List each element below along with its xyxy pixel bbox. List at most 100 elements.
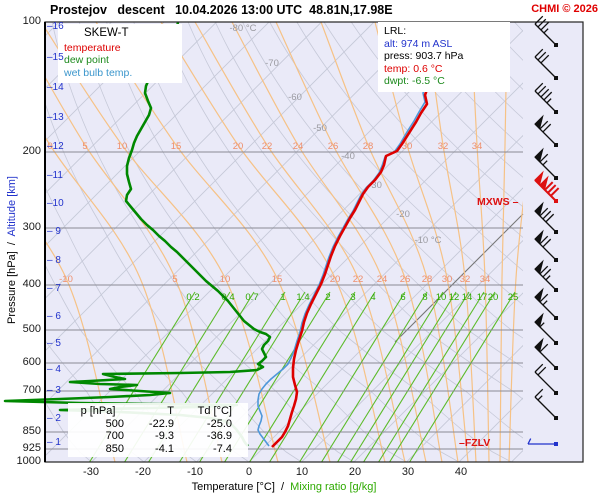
- svg-text:-60: -60: [288, 92, 302, 103]
- wind-barb: [534, 259, 558, 292]
- svg-text:4: 4: [370, 292, 375, 303]
- wetbulb-curve: [257, 21, 449, 447]
- table-cell: -4.1: [155, 442, 174, 455]
- pressure-tick-500: 500: [22, 323, 41, 335]
- pressure-tick-100: 100: [22, 15, 41, 27]
- altitude-tick-11: –11: [47, 170, 63, 181]
- lrl-box: LRL: alt: 974 m ASL press: 903.7 hPa tem…: [378, 22, 510, 92]
- wind-barb: [534, 82, 558, 114]
- wind-barb: [534, 15, 558, 47]
- svg-text:0.7: 0.7: [245, 292, 258, 303]
- wind-barb: [534, 312, 558, 345]
- title-bar: Prostejov descent 10.04.2026 13:00 UTC 4…: [0, 0, 600, 22]
- svg-text:-10: -10: [59, 274, 73, 285]
- pressure-tick-300: 300: [22, 221, 41, 233]
- temperature-tick-20: 20: [348, 466, 362, 478]
- legend-item-dewpoint: dew point: [64, 54, 109, 66]
- temperature-tick-40: 40: [454, 466, 468, 478]
- pressure-tick-850: 850: [22, 425, 41, 437]
- altitude-tick-15: –15: [47, 52, 64, 63]
- table-cell: -22.9: [148, 417, 174, 430]
- svg-text:-70: -70: [265, 58, 279, 69]
- wind-barb: [534, 201, 558, 234]
- pressure-tick-600: 600: [22, 356, 41, 368]
- altitude-tick-7: – 7: [47, 283, 61, 294]
- temperature-tick-30: 30: [401, 466, 415, 478]
- table-cell: 850: [105, 442, 124, 455]
- temperature-tick-0: 0: [245, 466, 253, 478]
- lrl-dewpoint: dwpt: -6.5 °C: [384, 75, 445, 87]
- svg-text:-50: -50: [313, 123, 327, 134]
- wind-barb: [527, 438, 558, 446]
- svg-text:8: 8: [422, 292, 427, 303]
- svg-text:10: 10: [436, 292, 447, 303]
- svg-text:22: 22: [262, 141, 273, 152]
- svg-text:22: 22: [353, 274, 364, 285]
- pressure-tick-925: 925: [22, 442, 41, 454]
- altitude-tick-3: – 3: [47, 385, 61, 396]
- table-cell: -7.4: [213, 442, 232, 455]
- table-header-temp: T: [167, 405, 174, 417]
- svg-text:25: 25: [508, 292, 519, 303]
- wind-barb: [534, 388, 558, 420]
- copyright-label: CHMI © 2026: [531, 3, 598, 15]
- svg-text:1.4: 1.4: [296, 292, 309, 303]
- svg-text:17: 17: [477, 292, 488, 303]
- wind-barb: [534, 147, 558, 180]
- svg-text:32: 32: [460, 274, 471, 285]
- lrl-heading: LRL:: [384, 25, 407, 37]
- wind-barbs: [527, 15, 560, 446]
- svg-text:34: 34: [472, 141, 483, 152]
- wind-barb: [534, 337, 558, 370]
- wind-barb: [534, 287, 558, 320]
- svg-text:0.4: 0.4: [221, 292, 234, 303]
- svg-text:15: 15: [272, 274, 283, 285]
- svg-text:15: 15: [171, 141, 182, 152]
- pressure-tick-400: 400: [22, 278, 41, 290]
- svg-text:10: 10: [220, 274, 231, 285]
- svg-text:20: 20: [488, 292, 499, 303]
- grid-labels: -80 °C-70-60-50-40-30-20-10 °C0 5 10 15 20 22…: [47, 23, 518, 303]
- lrl-temperature: temp: 0.6 °C: [384, 62, 443, 75]
- fzlv-label: –FZLV: [459, 437, 491, 449]
- legend-chart-type: SKEW-T: [84, 27, 129, 39]
- pressure-axis-title: Pressure [hPa] / Altitude [km]: [6, 176, 18, 324]
- svg-text:3: 3: [350, 292, 355, 303]
- pressure-tick-700: 700: [22, 384, 41, 396]
- fzlv-tick: –: [459, 437, 465, 449]
- svg-text:12: 12: [449, 292, 460, 303]
- table-cell: 700: [105, 430, 124, 442]
- svg-text:5: 5: [172, 274, 177, 285]
- table-cell: -9.3: [155, 430, 174, 442]
- legend-item-temperature: temperature: [64, 41, 121, 54]
- wind-barb: [534, 48, 558, 80]
- altitude-tick-4: – 4: [47, 364, 61, 375]
- altitude-tick-8: – 8: [47, 255, 61, 266]
- temperature-axis-title: Temperature [°C] / Mixing ratio [g/kg]: [191, 481, 377, 493]
- mxws-label: MXWS –: [477, 196, 519, 208]
- svg-text:20: 20: [330, 274, 341, 285]
- temperature-curve: [271, 21, 450, 448]
- svg-text:-80 °C: -80 °C: [229, 23, 256, 34]
- altitude-tick-10: –10: [47, 198, 64, 209]
- temperature-tick--20: -20: [135, 466, 151, 478]
- svg-text:26: 26: [328, 141, 339, 152]
- sounding-table-header: p [hPa] T Td [°C]: [72, 405, 244, 418]
- svg-text:24: 24: [377, 274, 388, 285]
- svg-text:34: 34: [480, 274, 491, 285]
- sounding-table: p [hPa] T Td [°C] 500 -22.9 -25.0 700 -9.3 -3…: [68, 403, 248, 457]
- svg-text:1: 1: [280, 292, 285, 303]
- svg-text:10: 10: [117, 141, 128, 152]
- dry-adiabat-lines: [45, 22, 523, 462]
- altitude-tick-14: –14: [47, 82, 64, 93]
- svg-text:32: 32: [438, 141, 449, 152]
- altitude-tick-6: – 6: [47, 311, 61, 322]
- altitude-tick-1: – 1: [47, 437, 61, 448]
- svg-text:6: 6: [400, 292, 405, 303]
- lrl-altitude: alt: 974 m ASL: [384, 37, 453, 50]
- svg-text:-30: -30: [368, 180, 382, 191]
- svg-text:14: 14: [462, 292, 473, 303]
- table-cell: -36.9: [206, 430, 232, 442]
